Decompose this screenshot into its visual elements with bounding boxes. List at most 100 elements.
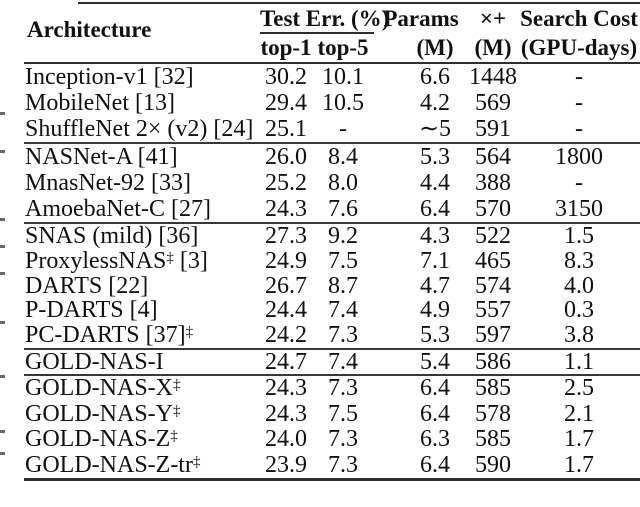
multadds-value: 585: [475, 426, 511, 453]
col-header-search-cost-unit: (GPU-days): [520, 35, 638, 60]
top1-error: 24.2: [265, 322, 307, 349]
left-edge-crop-artifact: [0, 430, 5, 433]
top1-error: 24.3: [265, 196, 307, 222]
top1-error: 26.0: [265, 144, 307, 170]
top5-error: 8.0: [328, 170, 358, 196]
col-header-top1: top-1: [260, 35, 312, 60]
top5-error: 7.3: [328, 426, 358, 453]
top1-error: 30.2: [265, 64, 307, 90]
architecture-name: AmoebaNet-C [27]: [25, 196, 211, 222]
architecture-name: SNAS (mild) [36]: [25, 223, 199, 249]
top1-error: 23.9: [265, 451, 307, 478]
params-value: 4.2: [420, 90, 450, 116]
multadds-value: 597: [475, 322, 511, 349]
top1-error: 25.2: [265, 170, 307, 196]
table-row: ShuffleNet 2× (v2) [24] 25.1 - ∼5 591 -: [24, 116, 640, 142]
left-edge-crop-artifact: [0, 112, 5, 115]
architecture-name: GOLD-NAS-Z‡: [25, 426, 178, 453]
table-row: GOLD-NAS-Z‡ 24.0 7.3 6.3 585 1.7: [24, 427, 640, 453]
double-dagger-mark: ‡: [170, 428, 178, 445]
multadds-value: 585: [475, 374, 511, 401]
left-edge-crop-artifact: [0, 375, 5, 378]
top5-error: 7.5: [328, 400, 358, 427]
params-value: 4.4: [420, 170, 450, 196]
search-cost-value: 8.3: [564, 247, 594, 274]
table-row: GOLD-NAS-I 24.7 7.4 5.4 586 1.1: [24, 350, 640, 374]
multadds-value: 388: [475, 170, 511, 196]
architecture-name: PC-DARTS [37]‡: [25, 322, 194, 349]
results-table: Architecture Test Err. (%) Params ×+ Sea…: [24, 4, 640, 482]
top1-error: 24.3: [265, 400, 307, 427]
top1-error: 27.3: [265, 223, 307, 249]
params-value: 6.4: [420, 400, 450, 427]
architecture-name: GOLD-NAS-Z-tr‡: [25, 451, 201, 478]
top5-error: 8.4: [328, 144, 358, 170]
col-header-params: Params: [383, 6, 459, 31]
top5-error: 8.7: [328, 272, 358, 299]
architecture-name: ShuffleNet 2× (v2) [24]: [25, 116, 254, 142]
architecture-name: P-DARTS [4]: [25, 297, 158, 324]
double-dagger-mark: ‡: [185, 324, 194, 341]
double-dagger-mark: ‡: [172, 376, 181, 393]
table-row: DARTS [22] 26.7 8.7 4.7 574 4.0: [24, 272, 640, 299]
search-cost-value: 4.0: [564, 272, 594, 299]
architecture-name: GOLD-NAS-I: [25, 348, 164, 375]
table-row: GOLD-NAS-Y‡ 24.3 7.5 6.4 578 2.1: [24, 400, 640, 428]
table-row: P-DARTS [4] 24.4 7.4 4.9 557 0.3: [24, 298, 640, 323]
table-row: NASNet-A [41] 26.0 8.4 5.3 564 1800: [24, 144, 640, 170]
table-row: AmoebaNet-C [27] 24.3 7.6 6.4 570 3150: [24, 196, 640, 222]
top1-error: 24.3: [265, 374, 307, 401]
top5-error: 7.3: [328, 374, 358, 401]
top1-error: 29.4: [265, 90, 307, 116]
table-header: Architecture Test Err. (%) Params ×+ Sea…: [24, 4, 640, 64]
table-top-rule: [78, 2, 640, 4]
top5-error: 10.1: [322, 64, 364, 90]
search-cost-value: 1.7: [564, 426, 594, 453]
search-cost-value: -: [575, 64, 583, 90]
multadds-value: 586: [475, 348, 511, 375]
search-cost-value: 1.7: [564, 451, 594, 478]
double-dagger-mark: ‡: [192, 453, 201, 470]
table-row: SNAS (mild) [36] 27.3 9.2 4.3 522 1.5: [24, 224, 640, 249]
top1-error: 24.4: [265, 297, 307, 324]
params-value: 6.6: [420, 64, 450, 90]
architecture-name: DARTS [22]: [25, 272, 149, 299]
architecture-name: ProxylessNAS‡ [3]: [25, 247, 208, 274]
search-cost-value: -: [575, 90, 583, 116]
table-group-nas-heavy: NASNet-A [41] 26.0 8.4 5.3 564 1800 MnasNet-92…: [24, 144, 640, 224]
top5-error: 10.5: [322, 90, 364, 116]
params-value: 4.7: [420, 272, 450, 299]
params-value: 6.4: [420, 451, 450, 478]
search-cost-value: 1.1: [564, 348, 594, 375]
col-header-multadds-unit: (M): [474, 35, 512, 60]
top5-error: 7.4: [328, 348, 358, 375]
table-row: MnasNet-92 [33] 25.2 8.0 4.4 388 -: [24, 170, 640, 196]
table-group-gold: GOLD-NAS-X‡ 24.3 7.3 6.4 585 2.5 GOLD-NAS-Y‡ 24…: [24, 374, 640, 482]
top5-error: 7.6: [328, 196, 358, 222]
multadds-value: 590: [475, 451, 511, 478]
architecture-name: Inception-v1 [32]: [25, 64, 194, 90]
top5-error: -: [339, 116, 347, 142]
search-cost-value: 3.8: [564, 322, 594, 349]
params-value: 5.3: [420, 322, 450, 349]
architecture-name: GOLD-NAS-Y‡: [25, 400, 181, 427]
col-header-top5: top-5: [317, 35, 369, 60]
params-value: 6.4: [420, 374, 450, 401]
table-group-darts: SNAS (mild) [36] 27.3 9.2 4.3 522 1.5 Proxyles…: [24, 224, 640, 350]
col-header-multadds: ×+: [479, 6, 507, 31]
table-row: Inception-v1 [32] 30.2 10.1 6.6 1448 -: [24, 64, 640, 90]
architecture-name: NASNet-A [41]: [25, 144, 178, 170]
table-group-manual: Inception-v1 [32] 30.2 10.1 6.6 1448- MobileN…: [24, 64, 640, 144]
search-cost-value: 1800: [555, 144, 603, 170]
multadds-value: 570: [475, 196, 511, 222]
table-row: PC-DARTS [37]‡ 24.2 7.3 5.3 597 3.8: [24, 323, 640, 348]
col-header-params-unit: (M): [416, 35, 454, 60]
search-cost-value: 3150: [555, 196, 603, 222]
multadds-value: 522: [475, 223, 511, 249]
search-cost-value: -: [575, 170, 583, 196]
params-value: 6.4: [420, 196, 450, 222]
left-edge-crop-artifact: [0, 218, 5, 221]
params-value: 5.4: [420, 348, 450, 375]
col-header-search-cost: Search Cost: [520, 6, 638, 31]
params-value: 6.3: [420, 426, 450, 453]
